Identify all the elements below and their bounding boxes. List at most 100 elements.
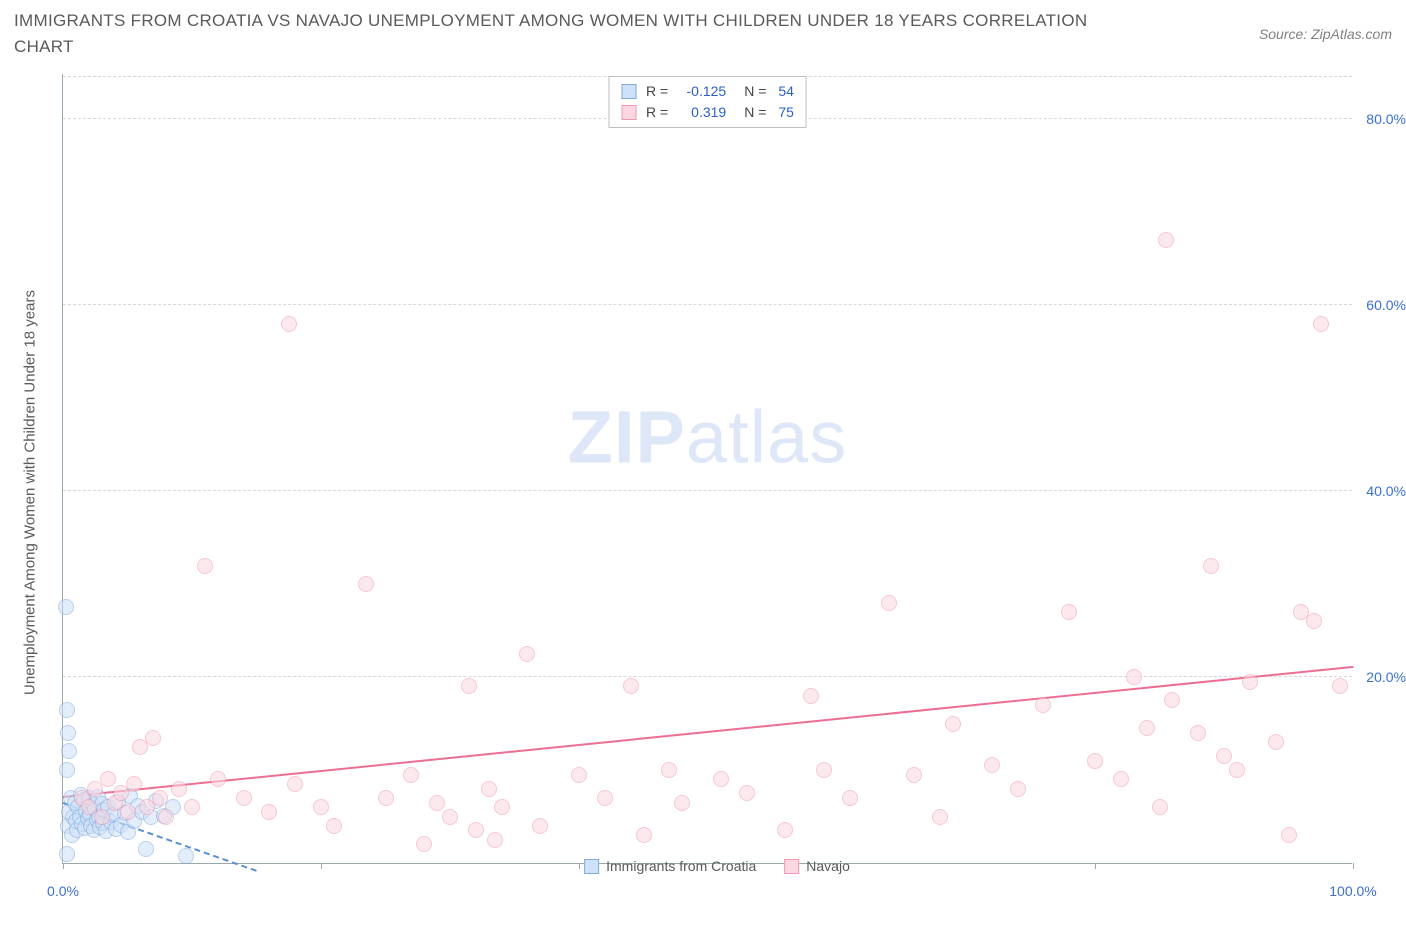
y-axis-label: Unemployment Among Women with Children U… (22, 290, 39, 695)
data-point (597, 790, 613, 806)
data-point (803, 688, 819, 704)
x-tick (321, 863, 322, 869)
data-point (1164, 692, 1180, 708)
data-point (210, 771, 226, 787)
data-point (494, 799, 510, 815)
data-point (1242, 674, 1258, 690)
data-point (152, 790, 168, 806)
data-point (623, 678, 639, 694)
y-tick-label: 60.0% (1366, 297, 1406, 313)
data-point (777, 822, 793, 838)
data-point (100, 771, 116, 787)
r-value-navajo: 0.319 (676, 102, 726, 123)
x-tick-label: 100.0% (1329, 883, 1376, 899)
data-point (184, 799, 200, 815)
data-point (636, 827, 652, 843)
data-point (487, 832, 503, 848)
data-point (739, 785, 755, 801)
data-point (1190, 725, 1206, 741)
data-point (59, 846, 75, 862)
legend-label-navajo: Navajo (806, 858, 850, 874)
data-point (906, 767, 922, 783)
legend-label-croatia: Immigrants from Croatia (606, 858, 756, 874)
x-tick (63, 863, 64, 869)
legend-item-croatia: Immigrants from Croatia (584, 858, 756, 874)
source-text: Source: ZipAtlas.com (1259, 26, 1392, 42)
data-point (313, 799, 329, 815)
data-point (158, 809, 174, 825)
data-point (461, 678, 477, 694)
data-point (171, 781, 187, 797)
data-point (816, 762, 832, 778)
data-point (442, 809, 458, 825)
data-point (1332, 678, 1348, 694)
data-point (674, 795, 690, 811)
chart-container: Unemployment Among Women with Children U… (42, 74, 1392, 894)
data-point (1061, 604, 1077, 620)
data-point (145, 730, 161, 746)
swatch-croatia (621, 84, 636, 99)
data-point (378, 790, 394, 806)
data-point (984, 757, 1000, 773)
data-point (138, 841, 154, 857)
data-point (126, 776, 142, 792)
y-tick-label: 20.0% (1366, 669, 1406, 685)
data-point (1158, 232, 1174, 248)
x-tick (579, 863, 580, 869)
data-point (661, 762, 677, 778)
gridline (63, 490, 1352, 491)
data-point (571, 767, 587, 783)
n-value-croatia: 54 (778, 81, 794, 102)
data-point (1229, 762, 1245, 778)
data-point (287, 776, 303, 792)
chart-title: IMMIGRANTS FROM CROATIA VS NAVAJO UNEMPL… (14, 8, 1114, 59)
data-point (236, 790, 252, 806)
data-point (1139, 720, 1155, 736)
data-point (1113, 771, 1129, 787)
data-point (281, 316, 297, 332)
data-point (326, 818, 342, 834)
gridline (63, 676, 1352, 677)
data-point (416, 836, 432, 852)
data-point (59, 702, 75, 718)
legend-item-navajo: Navajo (784, 858, 850, 874)
watermark: ZIPatlas (568, 394, 847, 479)
data-point (1010, 781, 1026, 797)
data-point (358, 576, 374, 592)
data-point (429, 795, 445, 811)
r-value-croatia: -0.125 (676, 81, 726, 102)
data-point (59, 762, 75, 778)
data-point (61, 743, 77, 759)
data-point (1087, 753, 1103, 769)
legend-row-croatia: R = -0.125 N = 54 (621, 81, 794, 102)
data-point (178, 848, 194, 864)
trendline (63, 666, 1353, 798)
data-point (58, 599, 74, 615)
data-point (713, 771, 729, 787)
data-point (1268, 734, 1284, 750)
data-point (842, 790, 858, 806)
gridline (63, 304, 1352, 305)
correlation-legend: R = -0.125 N = 54 R = 0.319 N = 75 (608, 76, 807, 128)
data-point (1203, 558, 1219, 574)
data-point (468, 822, 484, 838)
data-point (1306, 613, 1322, 629)
data-point (519, 646, 535, 662)
plot-area: ZIPatlas R = -0.125 N = 54 R = 0.319 N =… (62, 74, 1352, 864)
data-point (94, 809, 110, 825)
data-point (1035, 697, 1051, 713)
data-point (532, 818, 548, 834)
y-tick-label: 40.0% (1366, 483, 1406, 499)
data-point (1313, 316, 1329, 332)
data-point (1216, 748, 1232, 764)
y-tick-label: 80.0% (1366, 111, 1406, 127)
data-point (932, 809, 948, 825)
data-point (1281, 827, 1297, 843)
swatch-croatia-2 (584, 859, 599, 874)
x-tick (1095, 863, 1096, 869)
swatch-navajo-2 (784, 859, 799, 874)
n-value-navajo: 75 (778, 102, 794, 123)
data-point (261, 804, 277, 820)
data-point (1126, 669, 1142, 685)
swatch-navajo (621, 105, 636, 120)
